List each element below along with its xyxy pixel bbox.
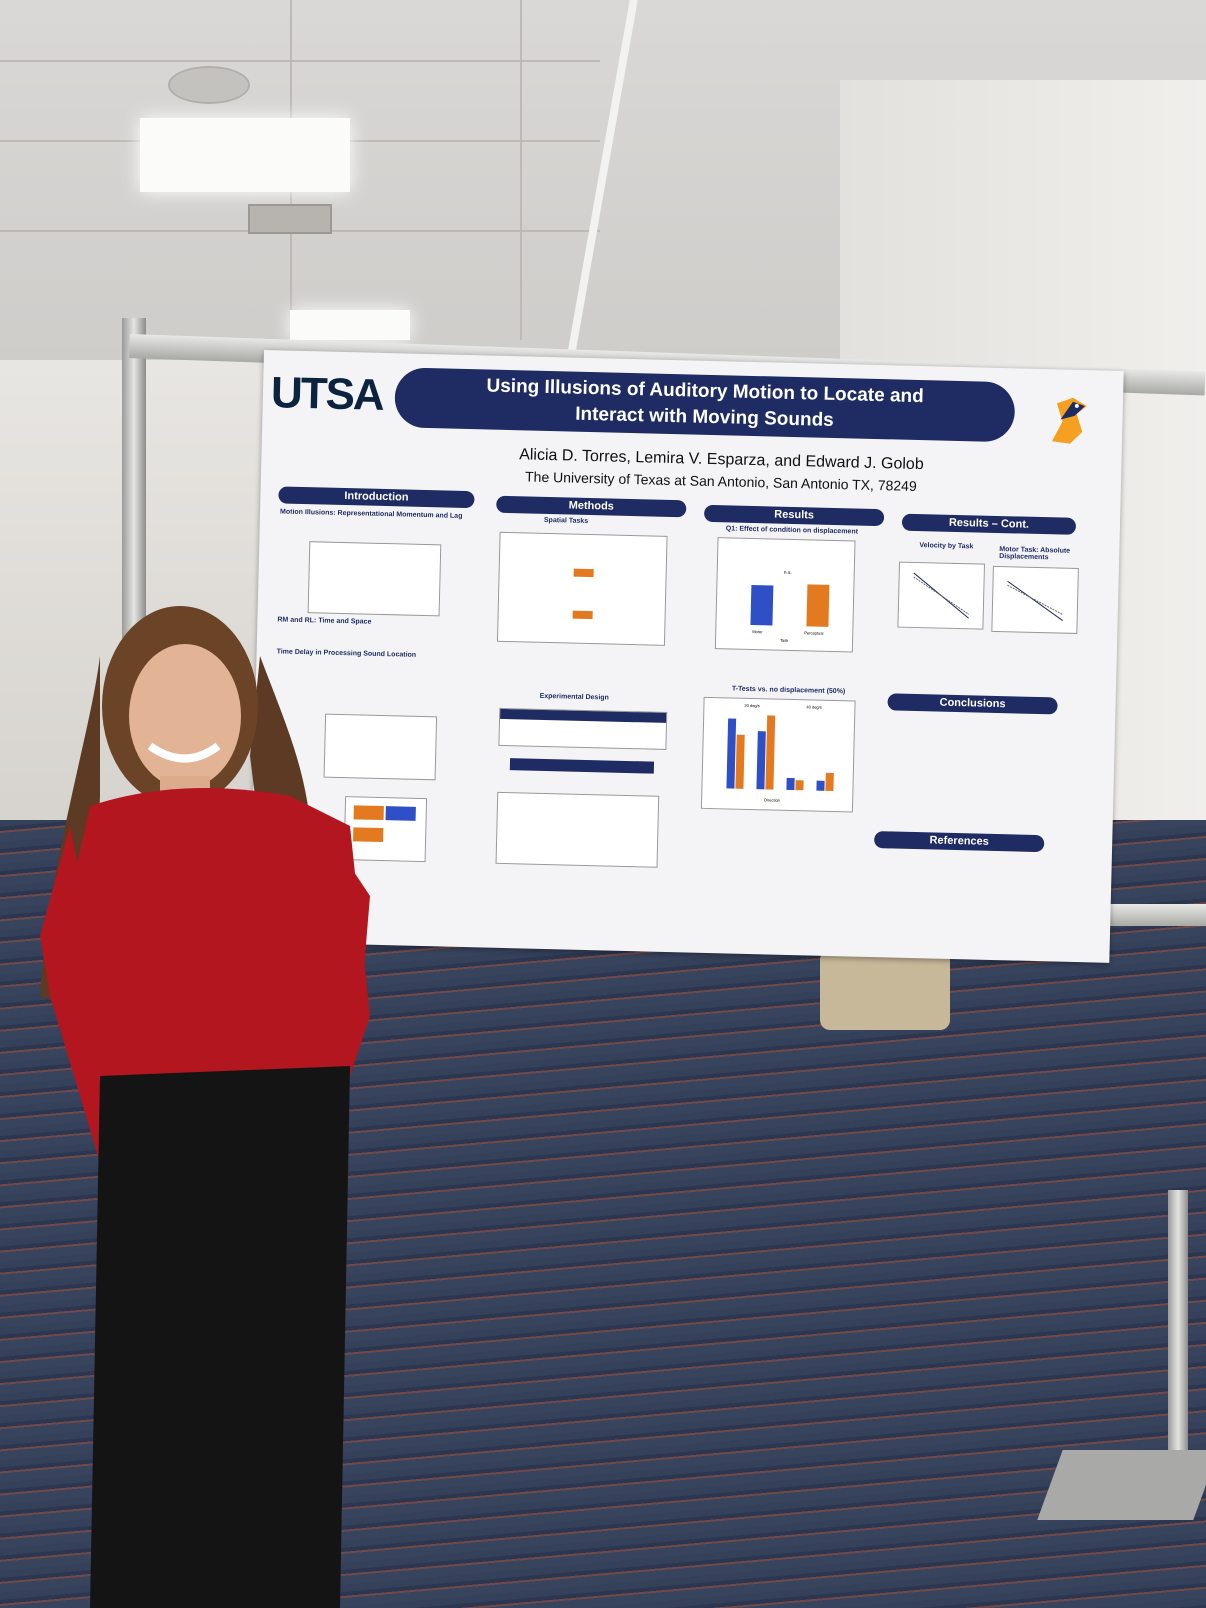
speaker xyxy=(168,66,250,104)
bar xyxy=(795,780,804,791)
poster: UTSA Using Illusions of Auditory Motion … xyxy=(249,350,1124,963)
velocity-line-chart xyxy=(897,561,985,630)
utsa-logo: UTSA xyxy=(270,368,384,420)
q1-label: Q1: Effect of condition on displacement xyxy=(725,525,859,536)
ceiling-light xyxy=(290,310,410,340)
perceptual-tick: Perceptual xyxy=(804,630,824,636)
ns-label: n.s. xyxy=(783,569,792,576)
poster-title: Using Illusions of Auditory Motion to Lo… xyxy=(394,367,1016,443)
bar xyxy=(816,780,825,791)
ttests-label: T-Tests vs. no displacement (50%) xyxy=(731,685,846,696)
ceiling-edge xyxy=(566,0,638,360)
methods-header: Methods xyxy=(496,495,687,518)
introduction-header: Introduction xyxy=(278,486,475,509)
motor-tick: Motor xyxy=(752,629,763,635)
displacement-diagram xyxy=(495,791,660,868)
arrow xyxy=(573,568,594,578)
bar xyxy=(786,777,795,791)
stand-base xyxy=(1037,1450,1206,1520)
velocity-by-task-label: Velocity by Task xyxy=(919,542,974,551)
motor-task-line-chart xyxy=(991,565,1079,634)
arrow xyxy=(572,610,593,620)
person-presenter xyxy=(40,606,370,1608)
spatial-tasks-diagram xyxy=(496,531,668,646)
direction-axis-label: Direction xyxy=(764,797,781,803)
bar-perceptual xyxy=(806,584,830,627)
roadrunner-mascot-icon xyxy=(1052,397,1087,444)
results-header: Results xyxy=(703,504,885,527)
spatial-tasks-label: Spatial Tasks xyxy=(543,516,589,525)
motor-box xyxy=(385,806,416,821)
table-header xyxy=(500,708,667,723)
bag xyxy=(820,950,950,1030)
intro-subheading-1: Motion Illusions: Representational Momen… xyxy=(279,508,463,520)
ttest-bar-chart: 20 deg/s 40 deg/s Direction xyxy=(700,696,856,813)
bar xyxy=(756,731,766,790)
motor-task-label: Motor Task: Absolute Displacements xyxy=(999,546,1071,562)
deg20-label: 20 deg/s xyxy=(744,702,760,709)
ceiling-light xyxy=(140,118,350,192)
task-axis-label: Task xyxy=(780,637,789,643)
bar xyxy=(735,734,745,789)
q1-bar-chart: n.s. Motor Perceptual Task xyxy=(714,537,856,653)
bar xyxy=(765,715,776,790)
ceiling-grid-line xyxy=(520,0,522,340)
bar-motor xyxy=(750,584,774,626)
experimental-design-label: Experimental Design xyxy=(539,692,609,702)
deg40-label: 40 deg/s xyxy=(806,704,822,710)
results-cont-header: Results – Cont. xyxy=(901,513,1077,535)
air-vent xyxy=(248,204,332,234)
references-header: References xyxy=(874,831,1045,853)
ceiling-grid-line xyxy=(0,60,600,62)
left-pole xyxy=(122,318,146,658)
motor-lines xyxy=(1007,580,1064,621)
bar xyxy=(825,772,834,792)
conclusions-header: Conclusions xyxy=(887,693,1058,715)
experimental-design-table xyxy=(498,707,668,750)
right-pole xyxy=(1168,1190,1188,1490)
displacement-measure-box xyxy=(509,758,655,774)
velocity-lines xyxy=(913,572,970,619)
